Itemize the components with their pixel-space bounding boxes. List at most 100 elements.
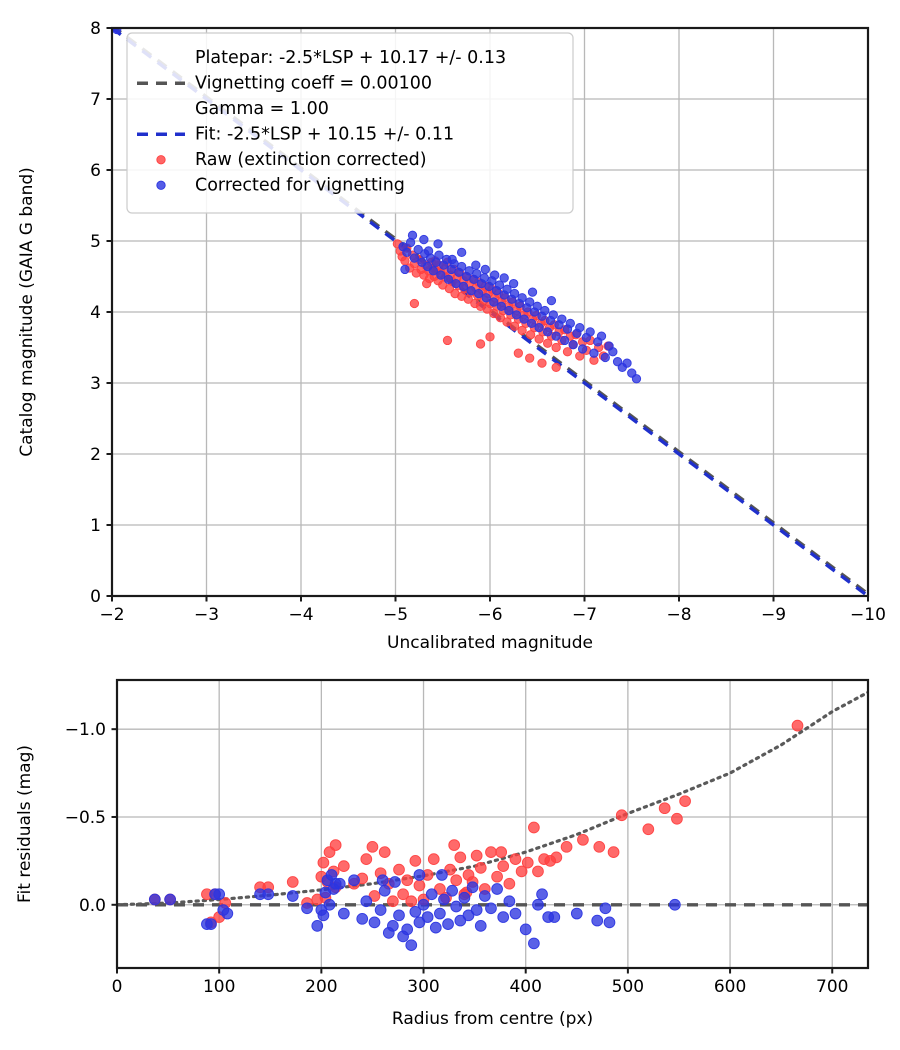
x-axis-label: Radius from centre (px): [392, 1009, 593, 1029]
data-point: [205, 918, 217, 930]
data-point: [389, 876, 401, 888]
grid-lines: [116, 680, 868, 968]
data-point: [503, 877, 516, 890]
data-point: [472, 269, 482, 279]
data-point: [368, 916, 381, 929]
x-tick-label: −3: [194, 605, 219, 625]
x-tick-label: 300: [407, 977, 439, 997]
data-point: [405, 895, 418, 908]
data-point: [421, 911, 434, 923]
data-point: [485, 846, 497, 858]
data-point: [329, 839, 342, 851]
data-point: [536, 888, 548, 901]
data-point: [368, 890, 381, 902]
data-point: [413, 879, 426, 892]
data-point: [423, 246, 434, 256]
x-tick-label: −6: [477, 605, 502, 625]
x-tick-label: −4: [288, 605, 313, 625]
data-point: [548, 310, 558, 320]
data-point: [378, 846, 391, 858]
legend-marker-raw-point: [156, 155, 166, 165]
data-point: [491, 883, 503, 895]
x-tick-label: 100: [203, 977, 235, 997]
scatter-series-corrected: [148, 869, 681, 952]
data-point: [495, 846, 508, 858]
data-point: [407, 230, 418, 240]
data-point: [496, 301, 506, 311]
legend-marker-corrected-point: [156, 180, 166, 190]
data-point: [387, 895, 399, 908]
data-point: [462, 909, 475, 922]
y-tick-label: 2: [90, 445, 101, 465]
data-point: [400, 264, 410, 275]
data-point: [444, 863, 456, 876]
data-point: [413, 869, 426, 881]
data-point: [442, 918, 454, 930]
data-point: [409, 855, 422, 867]
data-point: [458, 891, 471, 904]
data-point: [474, 288, 484, 299]
data-point: [502, 284, 512, 294]
data-point: [485, 332, 495, 342]
axis-ticks: −2 −3 −4 −5 −6 −7 −8 −9 −10 0 1 2 3 4 5 6 7 8: [90, 19, 886, 625]
data-point: [434, 907, 446, 920]
data-point: [475, 339, 486, 349]
data-point: [596, 331, 607, 341]
data-point: [497, 911, 510, 923]
y-tick-label: 3: [90, 374, 101, 394]
data-point: [599, 902, 612, 915]
data-point: [791, 719, 804, 732]
data-point: [405, 939, 418, 952]
data-point: [551, 342, 561, 353]
data-point: [470, 904, 483, 916]
data-point: [419, 234, 429, 245]
data-point: [550, 851, 563, 864]
data-point: [413, 916, 426, 929]
data-point: [568, 340, 578, 350]
data-point: [387, 920, 399, 932]
data-point: [471, 260, 481, 270]
data-point: [560, 840, 573, 853]
data-point: [631, 374, 642, 384]
axes-spines: [115, 678, 870, 970]
data-point: [366, 840, 379, 853]
data-point: [429, 921, 442, 934]
data-point: [537, 358, 547, 368]
data-point: [458, 281, 469, 292]
x-tick-label: −8: [666, 605, 691, 625]
data-point: [521, 856, 534, 869]
data-point: [669, 898, 681, 911]
data-point: [557, 314, 567, 324]
data-point: [337, 907, 350, 920]
y-tick-label: 0.0: [79, 896, 106, 916]
data-point: [489, 297, 499, 307]
data-point: [481, 293, 491, 303]
data-point: [470, 849, 483, 862]
data-point: [378, 884, 391, 897]
data-point: [434, 250, 444, 260]
data-point: [286, 876, 299, 888]
data-point: [329, 877, 342, 890]
data-point: [436, 270, 446, 280]
x-axis-label: Uncalibrated magnitude: [387, 633, 593, 653]
data-point: [551, 331, 561, 341]
data-point: [448, 839, 461, 851]
data-point: [446, 884, 458, 897]
data-point: [527, 287, 538, 297]
data-point: [401, 874, 414, 887]
data-point: [622, 358, 632, 368]
data-point: [466, 881, 479, 894]
data-point: [433, 239, 443, 249]
y-tick-label: 0: [90, 587, 101, 607]
data-point: [542, 327, 553, 337]
data-point: [503, 895, 516, 908]
data-point: [525, 297, 535, 307]
data-point: [376, 874, 389, 887]
data-point: [428, 266, 438, 276]
x-tick-label: −10: [850, 605, 886, 625]
scatter-series-corrected: [112, 28, 642, 384]
data-point: [525, 330, 536, 340]
data-point: [570, 907, 583, 920]
data-point: [262, 888, 275, 901]
data-point: [447, 254, 457, 265]
